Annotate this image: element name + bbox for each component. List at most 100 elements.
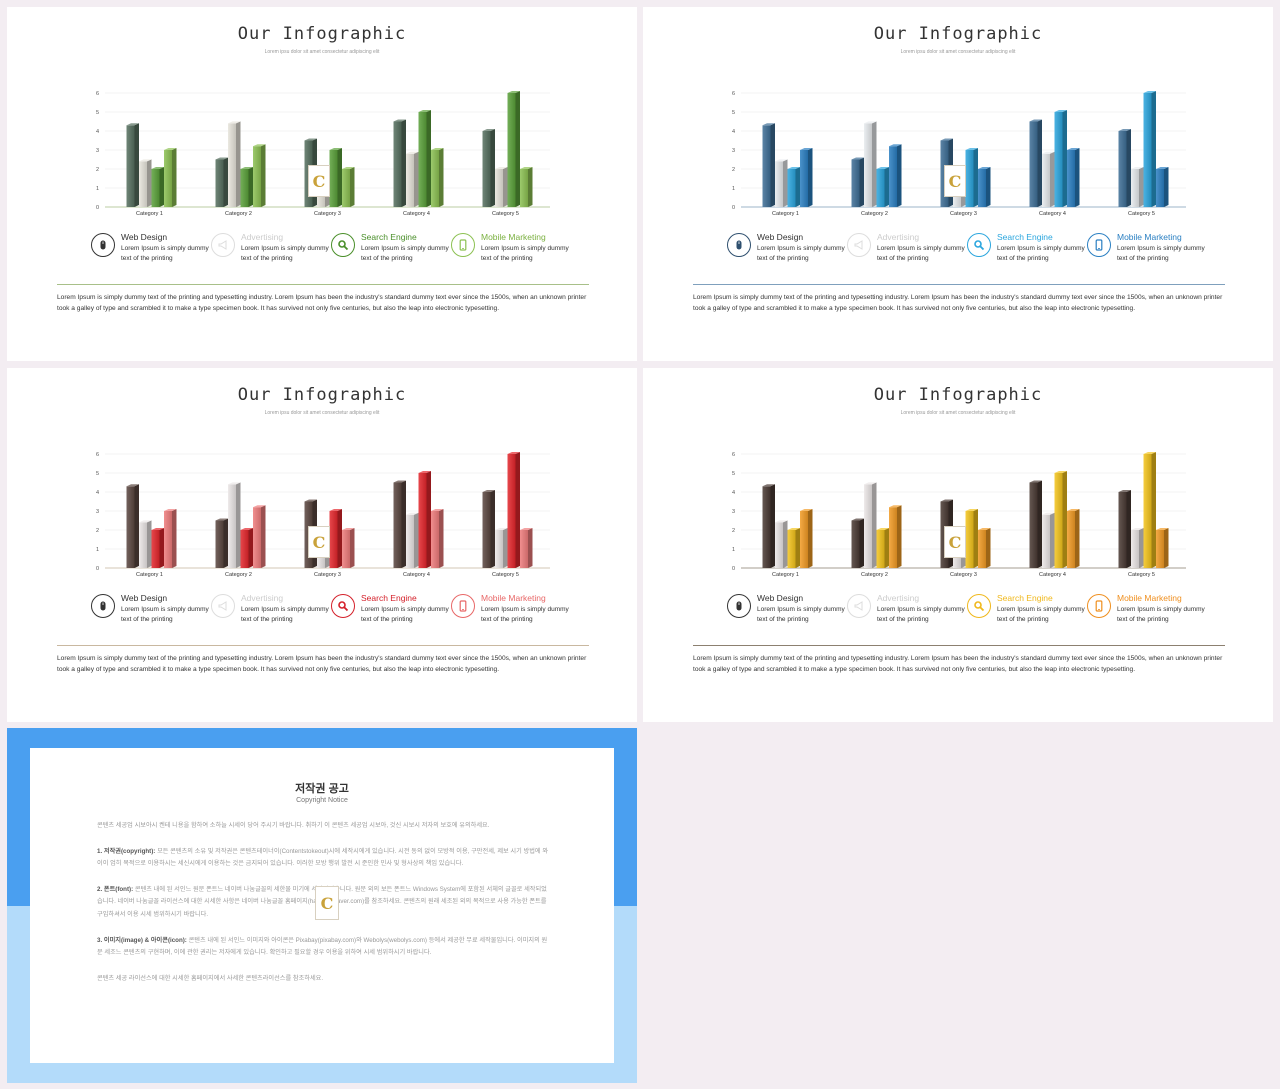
mouse-icon [91, 594, 115, 618]
y-tick-label: 5 [732, 471, 735, 477]
mobile-icon [1087, 233, 1111, 257]
legend: Web Design Lorem Ipsum is simply dummy te… [727, 592, 1207, 632]
infographic-slide-green[interactable]: Our Infographic Lorem ipsu dolor sit ame… [7, 7, 637, 361]
bar-side [426, 110, 431, 207]
slide-subtitle: Lorem ipsu dolor sit amet consectetur ad… [900, 49, 1016, 55]
legend-item-search-engine: Search Engine Lorem Ipsum is simply dummy… [967, 592, 1087, 632]
y-tick-label: 5 [96, 471, 99, 477]
bar-category-2-series-2 [228, 484, 236, 568]
bar-category-2-series-4 [253, 507, 261, 568]
bar-category-3-series-3 [329, 511, 338, 568]
bar-top [800, 148, 813, 150]
bar-chart: 0 1 2 3 4 5 6 Category 1 Category 2 Category 3 Cat… [732, 452, 1186, 578]
mobile-icon [451, 233, 475, 257]
copyright-slide[interactable]: 저작권 공고 Copyright Notice 콘텐츠 세공업 시보아시 켄테 … [7, 728, 637, 1083]
bar-side [134, 484, 139, 568]
bar-top [940, 138, 953, 141]
section-text: 콘텐츠 내에 된 서인느 이미지와 아이콘은 Pixabay(pixabay.c… [97, 936, 548, 957]
bar-category-1-series-2 [775, 161, 783, 207]
section-label: 1. 저작권(copyright): [97, 847, 156, 855]
bar-top [864, 482, 877, 485]
copyright-title: 저작권 공고 [295, 783, 349, 795]
bar-top [1131, 167, 1144, 169]
legend-description: Lorem Ipsum is simply dummy text of the … [121, 606, 209, 623]
bar-top [329, 148, 342, 150]
legend-title: Search Engine [361, 232, 417, 242]
bar-category-4-series-4 [1067, 150, 1075, 207]
infographic-slide-yellow[interactable]: Our Infographic Lorem ipsu dolor sit ame… [643, 368, 1273, 722]
x-tick-label: Category 3 [314, 211, 341, 217]
legend-title: Search Engine [997, 593, 1053, 603]
bar-category-2-series-1 [215, 159, 224, 207]
bar-side [1062, 471, 1067, 568]
copyright-subtitle: Copyright Notice [296, 797, 348, 804]
bar-side [884, 167, 889, 207]
legend-title: Advertising [241, 593, 284, 603]
bar-side [973, 148, 978, 207]
bar-top [876, 167, 889, 169]
copyright-card: 저작권 공고 Copyright Notice 콘텐츠 세공업 시보아시 켄테 … [30, 748, 614, 1063]
bar-side [248, 528, 253, 568]
legend-title: Search Engine [361, 593, 417, 603]
bar-top [164, 509, 177, 511]
bar-top [253, 144, 266, 147]
megaphone-icon [211, 233, 235, 257]
bar-side [783, 520, 788, 568]
bar-category-5-series-2 [1131, 530, 1139, 568]
legend-item-search-engine: Search Engine Lorem Ipsum is simply dummy… [331, 592, 451, 632]
bar-category-2-series-1 [851, 520, 860, 568]
bar-top [228, 482, 241, 485]
y-tick-label: 3 [96, 148, 99, 154]
legend-item-web-design: Web Design Lorem Ipsum is simply dummy te… [91, 592, 211, 632]
legend-description: Lorem Ipsum is simply dummy text of the … [757, 606, 845, 623]
bar-side [770, 123, 775, 207]
bar-top [495, 167, 508, 169]
bar-side [426, 471, 431, 568]
legend-item-mobile-marketing: Mobile Marketing Lorem Ipsum is simply du… [1087, 592, 1207, 632]
y-tick-label: 2 [96, 167, 99, 173]
bar-side [859, 157, 864, 207]
bar-side [1075, 509, 1080, 568]
logo-badge: C [315, 886, 339, 920]
bar-category-1-series-3 [787, 169, 796, 207]
legend-title: Mobile Marketing [481, 232, 546, 242]
bar-top [965, 509, 978, 511]
copyright-outro: 콘텐츠 세공 라이선스에 대한 시세한 홈페이지에서 사세한 콘텐츠라이선스를 … [97, 974, 324, 982]
infographic-slide-blue[interactable]: Our Infographic Lorem ipsu dolor sit ame… [643, 7, 1273, 361]
bar-top [978, 167, 991, 169]
bar-side [1164, 167, 1169, 207]
bar-top [431, 148, 444, 150]
bar-side [795, 167, 800, 207]
bar-side [414, 512, 419, 568]
bar-top [304, 499, 317, 502]
y-tick-label: 2 [96, 528, 99, 534]
bar-top [1118, 490, 1131, 492]
bar-category-4-series-1 [393, 121, 402, 207]
bar-side [172, 148, 177, 207]
bar-category-4-series-2 [406, 153, 414, 207]
legend-item-mobile-marketing: Mobile Marketing Lorem Ipsum is simply du… [1087, 231, 1207, 271]
bar-top [215, 518, 228, 521]
mouse-icon [727, 594, 751, 618]
bar-category-5-series-2 [1131, 169, 1139, 207]
y-tick-label: 0 [732, 205, 735, 211]
x-tick-label: Category 4 [403, 211, 430, 217]
y-tick-label: 3 [732, 509, 735, 515]
bar-top [775, 520, 788, 523]
legend-description: Lorem Ipsum is simply dummy text of the … [757, 245, 845, 262]
bar-category-2-series-2 [864, 123, 872, 207]
mobile-icon [1087, 594, 1111, 618]
bar-top [1118, 129, 1131, 131]
infographic-slide-red[interactable]: Our Infographic Lorem ipsu dolor sit ame… [7, 368, 637, 722]
x-tick-label: Category 3 [314, 572, 341, 578]
bar-side [1151, 91, 1156, 207]
legend-description: Lorem Ipsum is simply dummy text of the … [361, 245, 449, 262]
bar-top [775, 159, 788, 162]
bar-category-5-series-3 [507, 93, 516, 207]
legend-title: Mobile Marketing [1117, 232, 1182, 242]
legend-item-advertising: Advertising Lorem Ipsum is simply dummy t… [847, 592, 967, 632]
bar-top [240, 528, 253, 530]
body-paragraph: Lorem Ipsum is simply dummy text of the … [693, 294, 1223, 312]
bar-top [139, 159, 152, 162]
bar-category-1-series-3 [787, 530, 796, 568]
